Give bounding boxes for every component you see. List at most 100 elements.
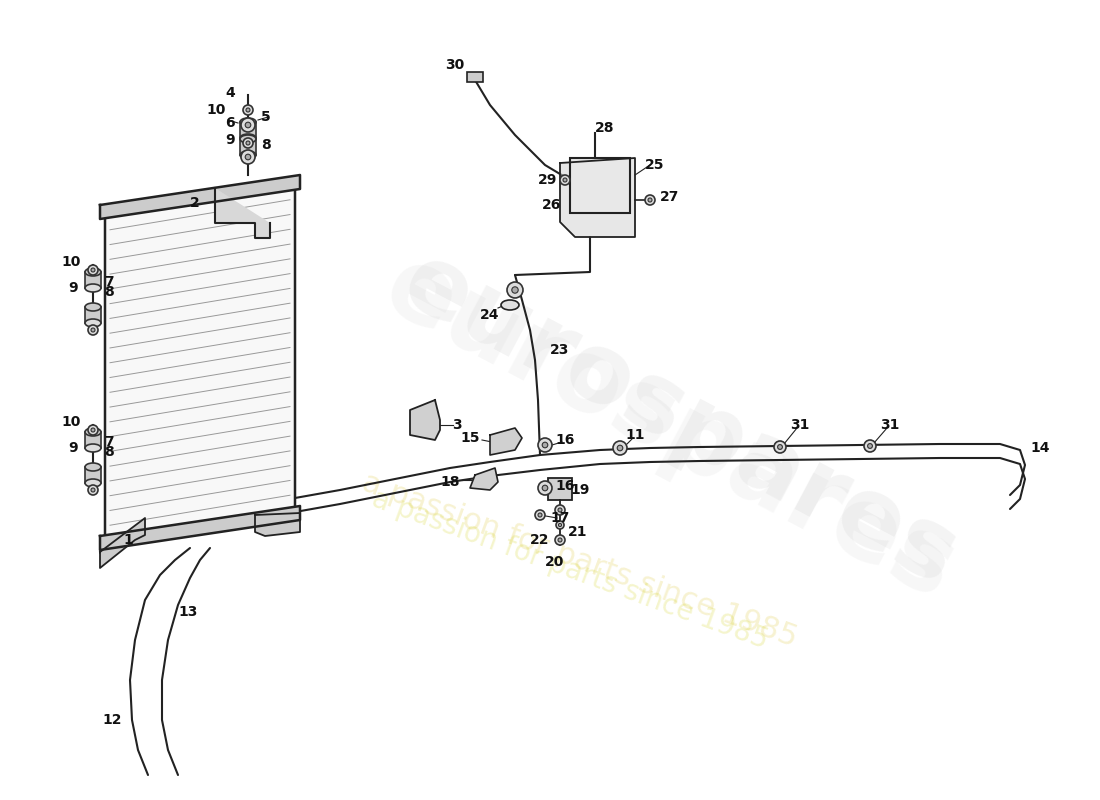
Text: 2: 2 (190, 196, 200, 210)
Circle shape (88, 425, 98, 435)
Circle shape (538, 513, 542, 517)
Bar (570, 158, 630, 213)
Circle shape (246, 108, 250, 112)
Circle shape (558, 538, 562, 542)
Ellipse shape (500, 300, 519, 310)
Text: 8: 8 (104, 445, 114, 459)
Polygon shape (214, 188, 270, 238)
Circle shape (645, 195, 654, 205)
Text: 17: 17 (550, 511, 570, 525)
Text: 9: 9 (68, 281, 78, 295)
Circle shape (91, 328, 95, 332)
Text: 10: 10 (62, 415, 80, 429)
Circle shape (774, 441, 786, 453)
Circle shape (88, 325, 98, 335)
Circle shape (542, 485, 548, 490)
Polygon shape (560, 158, 635, 237)
Text: 22: 22 (530, 533, 550, 547)
Text: a passion for parts since 1985: a passion for parts since 1985 (359, 467, 802, 653)
Circle shape (613, 441, 627, 455)
Circle shape (558, 508, 562, 512)
Circle shape (864, 440, 876, 452)
Text: 26: 26 (542, 198, 562, 212)
Text: 20: 20 (546, 555, 564, 569)
Text: 8: 8 (104, 285, 114, 299)
Circle shape (556, 505, 565, 515)
Circle shape (538, 438, 552, 452)
Bar (85, 272, 101, 288)
Text: 1: 1 (123, 533, 133, 547)
Circle shape (246, 141, 250, 145)
Text: 11: 11 (625, 428, 645, 442)
Text: 7: 7 (104, 435, 113, 449)
Polygon shape (100, 506, 300, 550)
Text: 18: 18 (440, 475, 460, 489)
Text: 9: 9 (68, 441, 78, 455)
Ellipse shape (85, 268, 101, 276)
Ellipse shape (85, 428, 101, 436)
Ellipse shape (240, 118, 256, 126)
Text: 16: 16 (556, 479, 574, 493)
Circle shape (778, 445, 782, 450)
Ellipse shape (240, 134, 256, 142)
Circle shape (241, 150, 255, 164)
Text: 7: 7 (104, 275, 113, 289)
Circle shape (535, 510, 544, 520)
Circle shape (245, 122, 251, 128)
Circle shape (648, 198, 652, 202)
Circle shape (241, 118, 255, 132)
Text: eurospares: eurospares (368, 238, 971, 622)
Text: 30: 30 (446, 58, 464, 72)
Text: 31: 31 (790, 418, 810, 432)
Circle shape (91, 488, 95, 492)
Circle shape (245, 154, 251, 160)
Text: 23: 23 (550, 343, 570, 357)
Text: 28: 28 (595, 121, 615, 135)
Circle shape (88, 265, 98, 275)
Circle shape (556, 521, 564, 529)
Polygon shape (470, 468, 498, 490)
Text: 14: 14 (1031, 441, 1049, 455)
Text: eurospares: eurospares (387, 234, 974, 606)
Text: 16: 16 (556, 433, 574, 447)
Text: 9: 9 (226, 133, 234, 147)
Circle shape (617, 445, 623, 451)
Polygon shape (410, 400, 440, 440)
Circle shape (243, 138, 253, 148)
Text: 10: 10 (62, 255, 80, 269)
Circle shape (512, 286, 518, 293)
Text: 4: 4 (226, 86, 235, 100)
Text: 8: 8 (261, 138, 271, 152)
Circle shape (91, 268, 95, 272)
Text: a passion for parts since 1985: a passion for parts since 1985 (368, 485, 772, 655)
Polygon shape (100, 175, 300, 219)
Circle shape (542, 442, 548, 448)
Text: 3: 3 (452, 418, 462, 432)
Polygon shape (100, 518, 145, 568)
Circle shape (868, 443, 872, 448)
Text: 25: 25 (646, 158, 664, 172)
Bar (85, 467, 101, 483)
Bar (240, 122, 256, 138)
Bar (240, 139, 256, 155)
Ellipse shape (85, 319, 101, 327)
Polygon shape (104, 185, 295, 540)
Text: 29: 29 (538, 173, 558, 187)
Text: 10: 10 (207, 103, 226, 117)
Circle shape (538, 481, 552, 495)
Polygon shape (490, 428, 522, 455)
Text: 27: 27 (660, 190, 680, 204)
Circle shape (91, 428, 95, 432)
Text: 12: 12 (102, 713, 122, 727)
Bar (468, 72, 483, 82)
Ellipse shape (85, 444, 101, 452)
Ellipse shape (85, 284, 101, 292)
Text: 15: 15 (460, 431, 480, 445)
Circle shape (243, 105, 253, 115)
Bar (85, 307, 101, 323)
Text: 13: 13 (178, 605, 198, 619)
Text: 5: 5 (261, 110, 271, 124)
Circle shape (560, 175, 570, 185)
Circle shape (559, 523, 562, 526)
Text: 6: 6 (226, 116, 234, 130)
